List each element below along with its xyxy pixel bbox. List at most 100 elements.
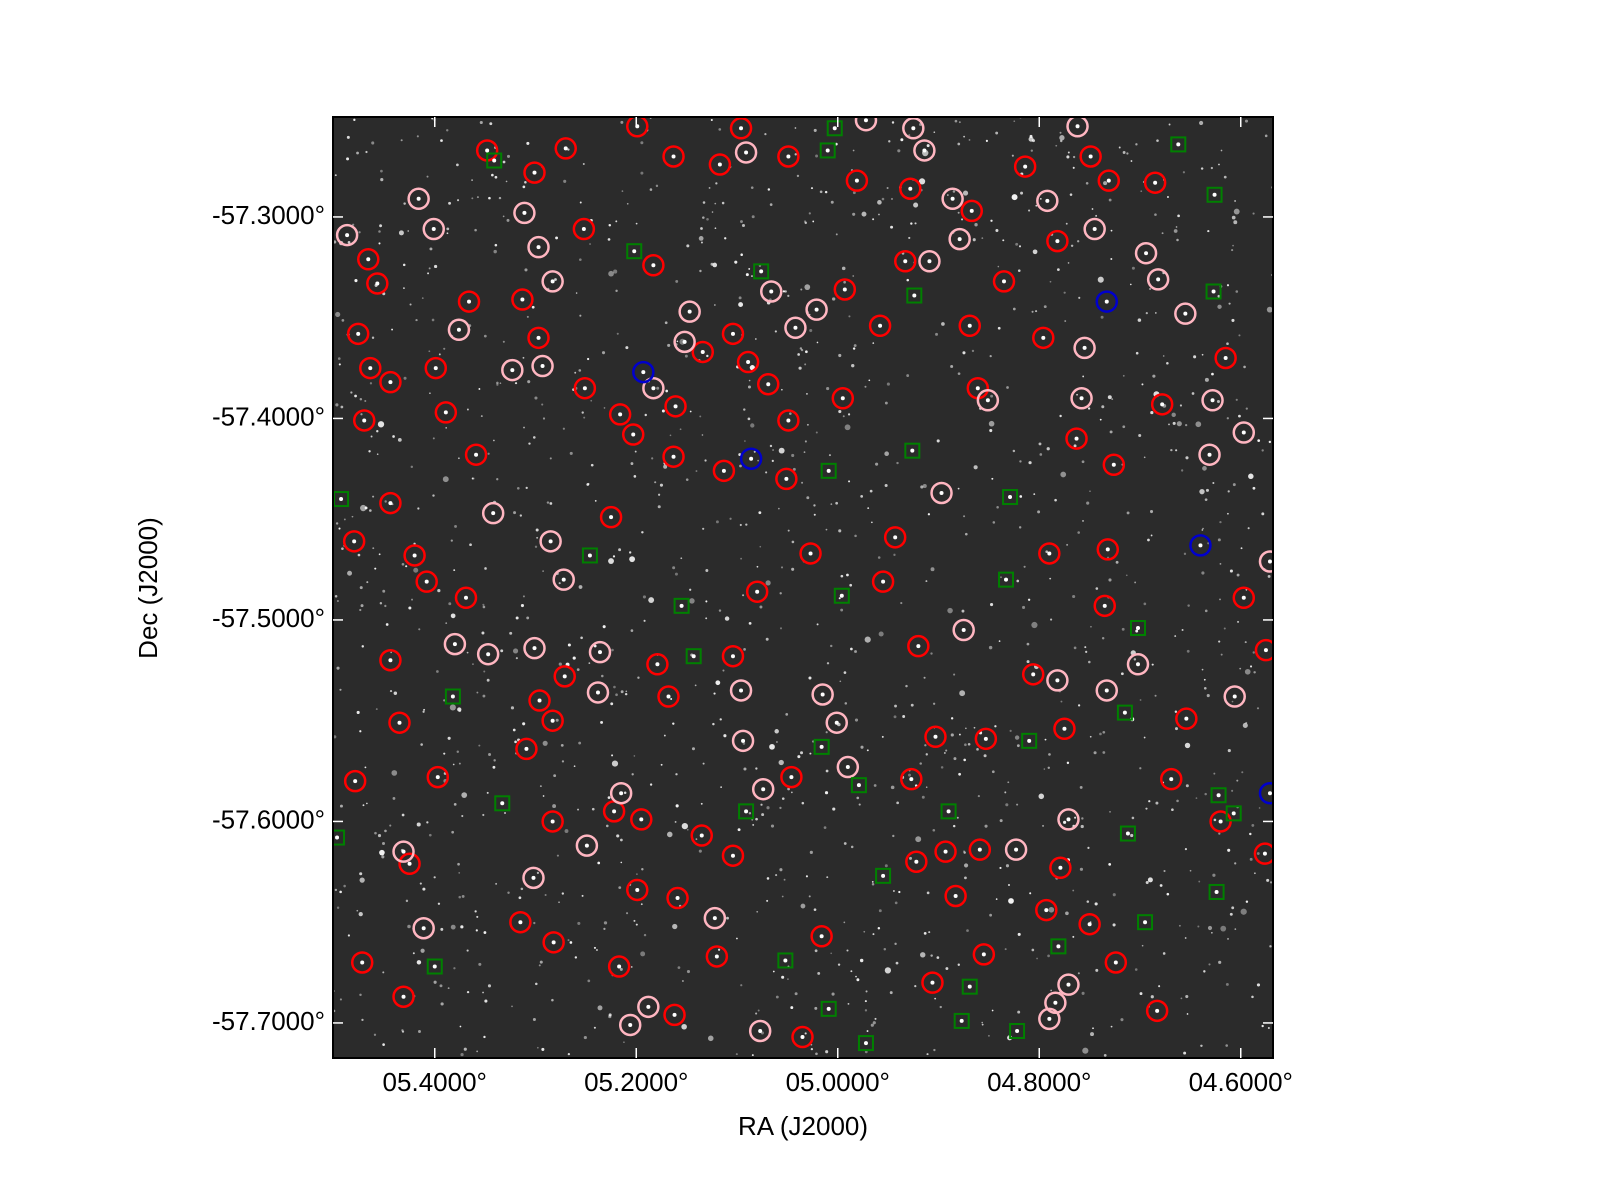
star xyxy=(864,385,867,388)
source-circle xyxy=(621,423,645,446)
star xyxy=(989,602,994,607)
source-circle xyxy=(523,161,546,184)
star xyxy=(447,987,450,990)
star xyxy=(825,731,828,734)
star xyxy=(670,697,673,700)
star xyxy=(973,465,978,470)
star xyxy=(826,662,830,665)
star xyxy=(1028,136,1034,142)
star xyxy=(480,415,483,418)
star xyxy=(689,588,692,591)
star xyxy=(803,451,806,453)
source-circle xyxy=(403,544,426,567)
star xyxy=(1006,386,1009,389)
source-circle xyxy=(974,727,998,751)
star xyxy=(959,690,966,697)
source-circle xyxy=(934,840,957,863)
star xyxy=(1189,869,1192,872)
star xyxy=(540,364,545,369)
star xyxy=(515,616,519,620)
source-circle xyxy=(642,254,665,277)
star xyxy=(1229,912,1233,916)
star xyxy=(359,730,362,733)
star xyxy=(483,334,487,338)
star xyxy=(1047,551,1052,556)
star xyxy=(830,200,834,204)
star xyxy=(532,1017,536,1022)
star xyxy=(534,545,538,548)
star xyxy=(1047,954,1050,958)
star xyxy=(711,211,714,213)
star xyxy=(1239,667,1242,670)
star xyxy=(388,380,393,385)
star xyxy=(359,993,362,997)
source-circle xyxy=(1146,268,1170,291)
star xyxy=(1137,318,1142,322)
star xyxy=(360,960,365,965)
star xyxy=(895,961,899,965)
star xyxy=(930,980,935,985)
star xyxy=(1251,995,1254,999)
source-circle xyxy=(657,685,680,708)
star xyxy=(536,245,541,250)
star xyxy=(1118,146,1121,149)
star xyxy=(930,954,933,957)
star xyxy=(767,188,771,191)
star xyxy=(675,773,678,776)
star xyxy=(928,931,931,934)
star xyxy=(776,741,778,743)
star xyxy=(1220,653,1223,656)
star xyxy=(844,424,851,431)
star xyxy=(984,824,988,828)
star xyxy=(781,895,784,898)
star xyxy=(346,135,350,139)
star xyxy=(706,354,709,358)
star xyxy=(428,350,431,353)
star xyxy=(1108,578,1112,582)
source-circle xyxy=(1038,542,1061,565)
star xyxy=(1030,149,1033,152)
star xyxy=(450,613,456,619)
star xyxy=(474,228,477,232)
star xyxy=(953,893,958,898)
star xyxy=(772,449,775,451)
star xyxy=(601,351,606,355)
star xyxy=(339,497,344,502)
star xyxy=(574,371,577,374)
star xyxy=(872,218,875,221)
star xyxy=(405,565,408,568)
star xyxy=(1217,304,1222,309)
star xyxy=(542,417,546,420)
star xyxy=(410,465,414,469)
source-circle xyxy=(481,501,505,525)
star xyxy=(358,912,363,917)
star xyxy=(1227,490,1230,493)
star xyxy=(1249,832,1252,836)
star xyxy=(428,267,431,270)
source-circle xyxy=(630,808,653,831)
star xyxy=(466,651,469,654)
star xyxy=(995,228,999,233)
source-square xyxy=(581,547,598,564)
star xyxy=(1266,878,1270,882)
star xyxy=(633,919,636,922)
source-square xyxy=(1137,914,1154,931)
star xyxy=(825,1050,829,1054)
star xyxy=(1055,678,1060,683)
star xyxy=(672,566,676,570)
star xyxy=(1095,968,1099,972)
source-circle xyxy=(1201,389,1224,412)
star xyxy=(849,583,853,587)
source-circle xyxy=(573,376,597,400)
star xyxy=(663,464,668,469)
star xyxy=(740,984,743,987)
star xyxy=(561,577,566,582)
star xyxy=(910,222,913,225)
star xyxy=(881,579,886,584)
star xyxy=(977,794,980,798)
star xyxy=(1185,784,1189,788)
star xyxy=(1027,598,1031,601)
source-circle xyxy=(1253,842,1273,865)
star xyxy=(446,129,449,132)
markers xyxy=(333,117,1273,1052)
